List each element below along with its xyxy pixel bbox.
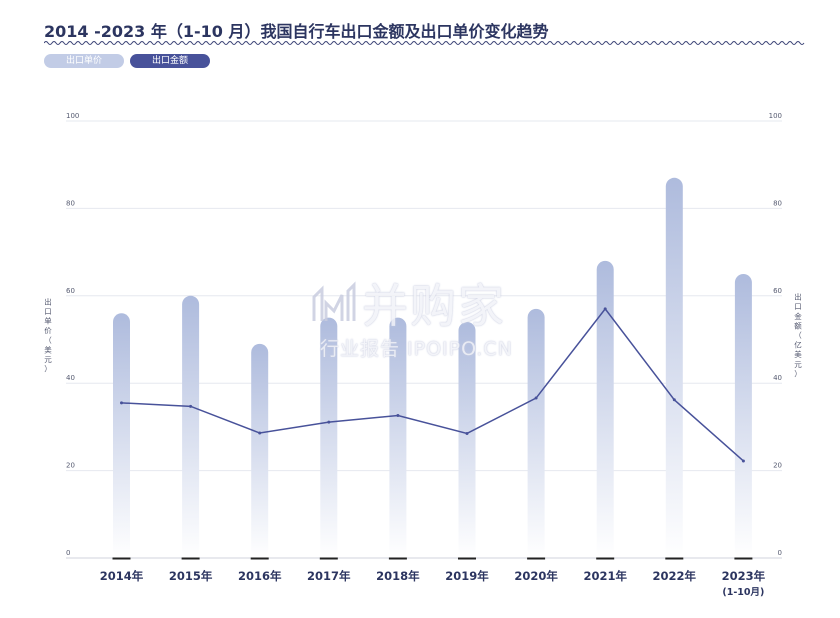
point-export-amount[interactable] [258,431,262,435]
chart-title: 2014 -2023 年（1-10 月）我国自行车出口金额及出口单价变化趋势 [44,22,549,41]
y-right-tick-label: 60 [773,287,782,295]
x-tick-label: 2020年 [514,569,558,583]
legend: 出口单价 出口金额 [44,54,211,68]
y-right-tick-label: 0 [778,549,782,557]
x-tick-label: 2015年 [169,569,213,583]
x-tick-label: 2019年 [445,569,489,583]
point-export-amount[interactable] [120,401,123,405]
bar-unit-price[interactable] [389,317,407,558]
x-tick-label: 2018年 [376,569,420,583]
bar-unit-price[interactable] [596,260,614,558]
point-export-amount[interactable] [189,404,193,408]
y-right-tick-label: 80 [773,199,782,207]
bar-unit-price[interactable] [113,313,130,558]
point-export-amount[interactable] [603,307,607,311]
y-right-tick-label: 20 [773,462,782,470]
bar-unit-price[interactable] [665,177,683,558]
y-left-tick-label: 60 [66,287,75,295]
y-left-tick-label: 80 [66,199,75,207]
bar-unit-price[interactable] [527,308,545,558]
point-export-amount[interactable] [327,420,331,424]
x-tick-label: 2017年 [307,569,351,583]
x-tick-label: 2022年 [653,569,697,583]
point-export-amount[interactable] [534,396,538,400]
x-tick-label: 2014年 [100,569,144,583]
point-export-amount[interactable] [465,431,469,435]
y-right-axis-title: 出口金额（亿美元） [794,292,802,379]
title-underline [44,41,805,45]
point-export-amount[interactable] [741,459,745,463]
bar-unit-price[interactable] [182,295,200,558]
y-left-tick-label: 20 [66,462,75,470]
point-export-amount[interactable] [396,414,400,418]
bar-unit-price[interactable] [320,317,338,558]
x-tick-label: 2021年 [583,569,627,583]
y-left-tick-label: 100 [66,112,79,120]
legend-item-amount[interactable]: 出口金额 [130,54,211,68]
y-right-tick-label: 100 [769,112,782,120]
line-export-amount[interactable] [121,307,744,462]
x-tick-label: 2023年 [722,569,766,583]
y-left-tick-label: 40 [66,374,75,382]
bar-unit-price[interactable] [251,343,269,558]
point-export-amount[interactable] [672,398,676,402]
bar-unit-price[interactable] [734,273,752,558]
y-right-tick-label: 40 [773,374,782,382]
bar-unit-price[interactable] [458,322,476,558]
x-tick-label: (1-10月) [722,587,764,598]
y-left-tick-label: 0 [66,549,70,557]
y-left-axis-title: 出口单价（美元） [44,296,52,373]
x-tick-label: 2016年 [238,569,282,583]
legend-item-price[interactable]: 出口单价 [44,54,125,68]
